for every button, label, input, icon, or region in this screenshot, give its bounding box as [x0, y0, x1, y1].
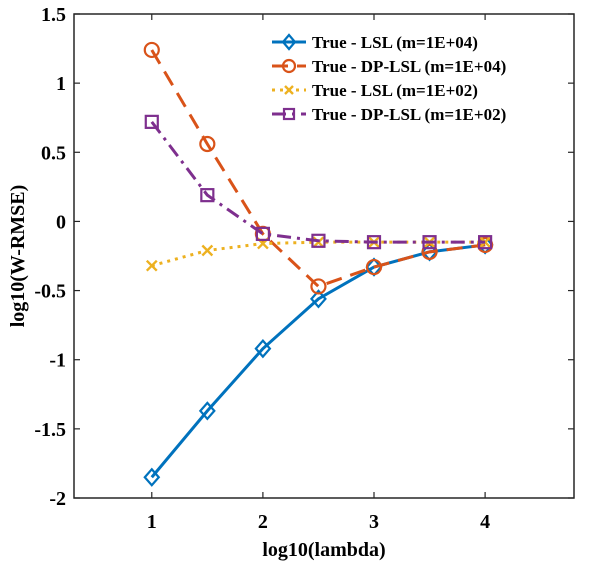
circle-marker — [421, 243, 438, 260]
x-marker — [284, 85, 294, 95]
legend-entry: True - LSL (m=1E+02) — [272, 81, 478, 100]
series-line — [150, 49, 486, 289]
series-4 — [144, 114, 493, 250]
x-marker — [201, 244, 214, 257]
y-tick-label: 1.5 — [41, 4, 66, 26]
legend-label: True - LSL (m=1E+04) — [312, 33, 478, 52]
series-line — [150, 120, 486, 244]
diamond-marker — [309, 289, 327, 309]
y-tick-label: 0 — [56, 211, 66, 233]
legend-label: True - DP-LSL (m=1E+04) — [312, 57, 506, 76]
x-tick-label: 4 — [480, 511, 490, 533]
diamond-marker — [143, 467, 161, 487]
series-layer — [143, 41, 494, 487]
circle-marker — [310, 278, 327, 295]
circle-marker — [143, 41, 160, 59]
square-marker — [282, 107, 296, 121]
square-marker — [422, 235, 437, 250]
diamond-marker — [281, 33, 297, 51]
square-marker — [200, 188, 215, 203]
legend-entry: True - LSL (m=1E+04) — [272, 33, 478, 52]
y-axis-label: log10(W-RMSE) — [7, 185, 29, 328]
x-axis-label: log10(lambda) — [262, 539, 385, 561]
diamond-marker — [198, 401, 216, 421]
circle-marker — [199, 135, 216, 153]
plot-frame — [73, 13, 575, 499]
y-tick-label: 0.5 — [41, 142, 66, 164]
legend: True - LSL (m=1E+04) True - DP-LSL (m=1E+… — [272, 33, 506, 124]
square-marker — [478, 235, 493, 250]
y-tick-label: -1.5 — [34, 419, 66, 441]
legend-label: True - DP-LSL (m=1E+02) — [312, 105, 506, 124]
square-marker — [366, 235, 382, 250]
x-tick-label: 1 — [147, 511, 157, 533]
square-marker — [144, 114, 159, 129]
x-tick-label: 3 — [369, 511, 379, 533]
circle-marker — [365, 258, 383, 276]
series-1 — [143, 235, 494, 487]
legend-entry: True - DP-LSL (m=1E+04) — [272, 57, 506, 76]
y-tick-label: -1 — [49, 350, 66, 372]
x-marker — [145, 259, 158, 272]
x-tick-label: 2 — [258, 511, 268, 533]
circle-marker — [281, 58, 297, 74]
legend-label: True - LSL (m=1E+02) — [312, 81, 478, 100]
square-marker — [311, 233, 326, 248]
legend-entry: True - DP-LSL (m=1E+02) — [272, 105, 506, 124]
y-tick-label: 1 — [56, 73, 66, 95]
diamond-marker — [254, 338, 272, 359]
y-tick-label: -0.5 — [34, 281, 66, 303]
axes: 1 2 3 4 -2 -1.5 -1 -0.5 0 0.5 1 1.5 — [34, 4, 575, 533]
y-tick-label: -2 — [49, 488, 66, 510]
square-marker — [255, 226, 270, 241]
